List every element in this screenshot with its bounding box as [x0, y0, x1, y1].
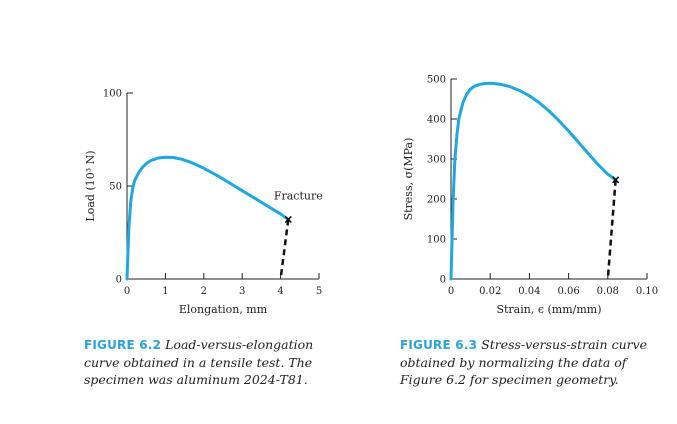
y-tick-label: 0	[116, 275, 122, 286]
x-tick-label: 2	[201, 286, 207, 297]
y-tick-label: 200	[427, 195, 446, 206]
x-tick-label: 3	[239, 286, 245, 297]
x-tick-label: 0.10	[636, 286, 658, 297]
x-axis-title: Elongation, mm	[179, 303, 268, 316]
figure-6-3-text: Stress-versus-strain curve obtained by n…	[400, 337, 648, 387]
y-axis-title: Stress, σ(MPa)	[402, 138, 415, 221]
figure-6-2-caption: FIGURE 6.2 Load-versus-elongation curve …	[84, 336, 329, 388]
x-axis-title: Strain, ϵ (mm/mm)	[496, 303, 601, 316]
fracture-marker	[284, 215, 292, 224]
y-axis-title: Load (10³ N)	[84, 150, 97, 221]
figure-6-2-label: FIGURE 6.2	[84, 338, 162, 352]
x-tick-label: 0.08	[597, 286, 619, 297]
y-tick-label: 0	[440, 275, 446, 286]
curve-line	[125, 155, 290, 281]
y-tick-label: 500	[427, 75, 446, 86]
x-tick-label: 5	[316, 286, 322, 297]
fracture-annotation: Fracture	[274, 189, 323, 202]
figure-6-3-caption: FIGURE 6.3 Stress-versus-strain curve ob…	[400, 336, 650, 388]
x-tick-label: 0.06	[557, 286, 579, 297]
figure-6-3-label: FIGURE 6.3	[400, 338, 478, 352]
x-tick-label: 0.02	[479, 286, 501, 297]
x-tick-label: 0	[448, 286, 454, 297]
y-tick-label: 50	[109, 182, 122, 193]
fracture-marker	[612, 176, 620, 184]
x-tick-label: 0.04	[518, 286, 540, 297]
y-tick-label: 100	[427, 235, 446, 246]
figure-6-2-text: Load-versus-elongation curve obtained in…	[84, 337, 314, 387]
x-tick-label: 4	[277, 286, 283, 297]
y-tick-label: 300	[427, 155, 446, 166]
stress-strain-chart: 0 0.02 0.04 0.06 0.08 0.10 0 100 200 300 400 500 Str…	[402, 75, 658, 317]
y-tick-label: 100	[103, 89, 122, 100]
fracture-dashed-line	[606, 179, 617, 280]
y-tick-label: 400	[427, 115, 446, 126]
x-tick-label: 1	[162, 286, 168, 297]
fracture-dashed-line	[279, 219, 290, 280]
x-tick-label: 0	[124, 286, 130, 297]
curve-line	[449, 81, 618, 281]
